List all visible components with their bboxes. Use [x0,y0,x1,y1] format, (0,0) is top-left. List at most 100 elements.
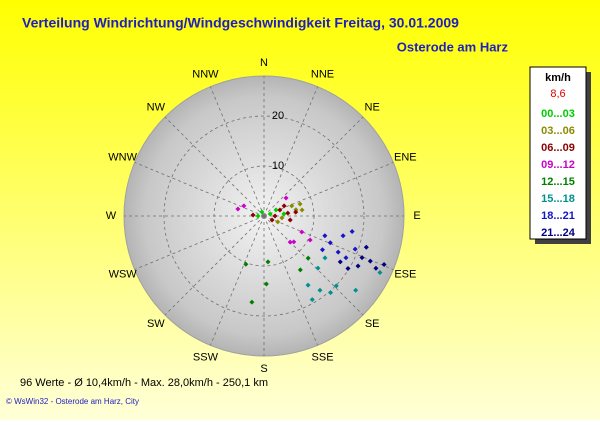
spoke [164,116,265,217]
data-point [289,203,295,209]
data-point [340,233,346,239]
direction-label: NE [365,102,380,114]
spoke [210,215,265,346]
data-point [281,203,287,209]
data-point [345,265,351,271]
data-point [279,215,285,221]
data-point [263,281,269,287]
data-point [322,255,328,261]
spoke [210,86,265,217]
legend [529,66,587,240]
data-point [352,246,358,252]
legend-current: 8,6 [550,88,565,100]
data-point [355,263,361,269]
direction-label: S [260,363,267,375]
data-point [267,211,273,217]
data-point [291,239,297,245]
direction-label: NNE [311,69,334,81]
data-point [297,201,303,207]
data-point [265,259,271,265]
data-point [305,255,311,261]
grid-ring [213,165,315,267]
footer: © WsWin32 - Osterode am Harz, City [6,397,139,406]
spoke [263,215,318,346]
data-point [353,287,359,293]
polar-plot: 10 20 N NNE NE ENE E ESE SE SSE S SSW SW WSW W WNW NW NNW [106,57,421,375]
data-point [283,195,289,201]
data-point [275,219,281,225]
data-point [287,217,293,223]
data-point [343,255,349,261]
data-point [277,207,283,213]
r-tick-label: 20 [272,110,284,122]
data-point [243,261,249,267]
spoke [263,162,394,217]
data-point [269,217,275,223]
r-tick-label: 10 [272,160,284,172]
data-point [322,233,328,239]
data-point [259,209,265,215]
data-point [363,244,369,250]
spoke [134,162,265,217]
data-point [367,258,373,264]
data-point [327,240,333,246]
legend-entry: 21...24 [541,227,576,239]
direction-label: WSW [109,268,138,280]
data-point [377,270,383,276]
legend-title: km/h [545,72,571,84]
data-point [315,265,321,271]
direction-label: NW [147,102,166,114]
data-point [319,247,325,253]
data-point [235,206,241,212]
spoke [263,86,318,217]
direction-label: NNW [192,69,219,81]
direction-label: SSW [193,351,219,363]
direction-label: SSE [312,351,334,363]
data-point [299,207,305,213]
data-point [299,229,305,235]
data-point [381,262,387,268]
data-point [273,207,279,213]
legend-entry: 03...06 [541,125,575,137]
direction-label: SE [365,318,380,330]
data-point [241,203,247,209]
data-point [249,299,255,305]
data-point [305,282,311,288]
legend-entry: 15...18 [541,193,575,205]
legend-entry: 18...21 [541,210,575,222]
direction-label: ESE [394,268,416,280]
data-point [287,239,293,245]
data-point [337,259,343,265]
legend-entry: 00...03 [541,108,575,120]
direction-label: SW [147,318,165,330]
stats: 96 Werte - Ø 10,4km/h - Max. 28,0km/h - … [20,377,268,389]
legend-entry: 09...12 [541,159,575,171]
direction-label: WNW [108,151,137,163]
spoke [263,215,364,316]
data-point [359,255,365,261]
data-point [255,213,261,219]
direction-label: E [413,210,420,222]
chart-title: Verteilung Windrichtung/Windgeschwindigk… [22,15,459,31]
data-point [281,211,287,217]
spoke [164,215,265,316]
spoke [263,116,364,217]
chart-subtitle: Osterode am Harz [397,39,509,54]
data-point [250,212,256,218]
data-point [333,283,339,289]
data-point [272,213,278,219]
data-point [349,229,355,235]
data-point [335,249,341,255]
data-point [307,237,313,243]
direction-label: W [106,210,117,222]
data-point [317,287,323,293]
direction-label: N [260,57,268,69]
data-point [328,290,334,296]
legend-entry: 06...09 [541,142,575,154]
direction-label: ENE [394,151,417,163]
data-point [293,209,299,215]
data-point [297,267,303,273]
data-point [285,210,291,216]
data-point [309,297,315,303]
